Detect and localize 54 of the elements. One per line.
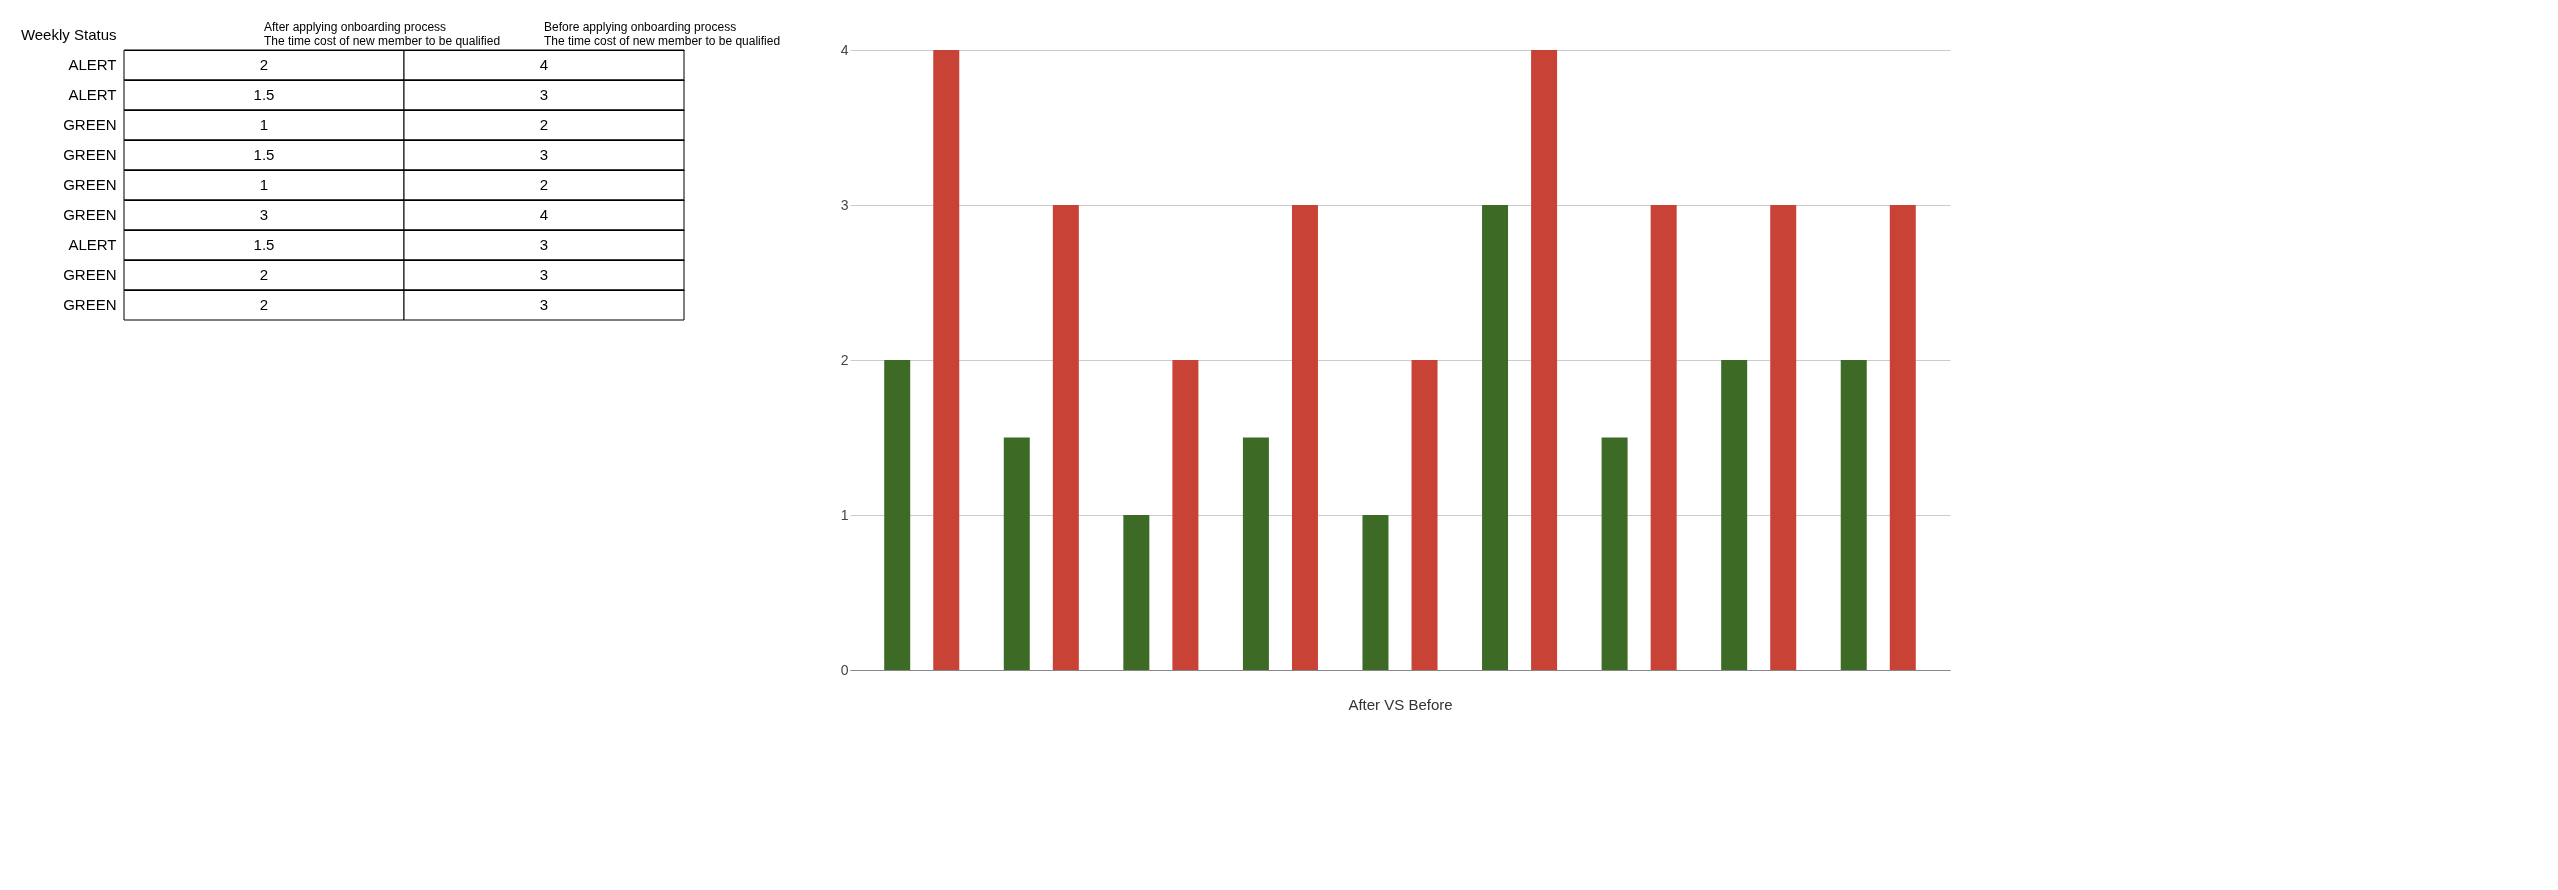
bar xyxy=(1650,205,1677,670)
data-label: 3 xyxy=(539,266,549,283)
data-label: 4 xyxy=(539,206,549,223)
data-label: 2 xyxy=(539,176,549,193)
bar xyxy=(1840,360,1867,670)
data-label: 2 xyxy=(259,56,269,73)
bar xyxy=(1172,360,1199,670)
bar xyxy=(1411,360,1438,670)
data-label: 3 xyxy=(539,236,549,253)
bar xyxy=(1003,437,1030,670)
data-label: 2 xyxy=(539,116,549,133)
y-tick-label: 0 xyxy=(840,661,849,678)
bar xyxy=(1482,205,1509,670)
data-label: 3 xyxy=(539,86,549,103)
bar xyxy=(1242,437,1269,670)
y-tick-label: 1 xyxy=(840,506,849,523)
bar xyxy=(1889,205,1916,670)
data-label: 3 xyxy=(539,146,549,163)
x-axis-title: After VS Before xyxy=(1348,695,1453,713)
data-label: 4 xyxy=(539,56,549,73)
y-tick-label: 2 xyxy=(840,351,849,368)
y-tick-label: ALERT xyxy=(68,86,117,103)
data-label: 2 xyxy=(259,296,269,313)
y-axis-title: Weekly Status xyxy=(20,25,117,43)
data-label: 2 xyxy=(259,266,269,283)
y-tick-label: GREEN xyxy=(63,146,117,163)
bar xyxy=(933,50,960,670)
y-tick-label: ALERT xyxy=(68,236,117,253)
bar xyxy=(1291,205,1318,670)
y-tick-label: GREEN xyxy=(63,266,117,283)
x-tick-label: After applying onboarding process The time cost of new member to be qualified xyxy=(264,19,501,48)
bar xyxy=(1721,360,1748,670)
data-label: 1.5 xyxy=(253,236,275,253)
y-tick-label: GREEN xyxy=(63,176,117,193)
y-tick-label: GREEN xyxy=(63,296,117,313)
data-label: 1 xyxy=(259,176,269,193)
y-tick-label: 4 xyxy=(840,41,849,58)
bar xyxy=(884,360,911,670)
bar xyxy=(1601,437,1628,670)
bar xyxy=(1052,205,1079,670)
y-tick-label: GREEN xyxy=(63,116,117,133)
data-label: 1.5 xyxy=(253,146,275,163)
data-label: 3 xyxy=(539,296,549,313)
y-tick-label: ALERT xyxy=(68,56,117,73)
bar xyxy=(1770,205,1797,670)
x-tick-label: Before applying onboarding process The time cost of new member to be qualified xyxy=(544,19,781,48)
data-label: 1 xyxy=(259,116,269,133)
bar xyxy=(1531,50,1558,670)
bar xyxy=(1362,515,1389,670)
data-label: 1.5 xyxy=(253,86,275,103)
y-tick-label: GREEN xyxy=(63,206,117,223)
y-tick-label: 3 xyxy=(840,196,849,213)
data-label: 3 xyxy=(259,206,269,223)
bar xyxy=(1123,515,1150,670)
